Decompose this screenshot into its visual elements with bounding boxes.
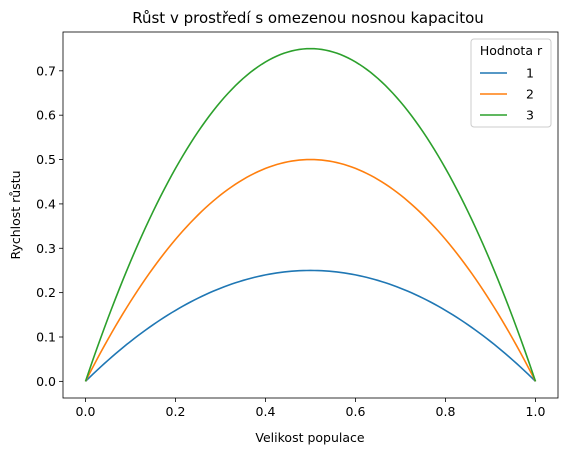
series-group: [84, 47, 537, 382]
y-axis-label: Rychlost růstu: [8, 170, 23, 259]
y-tick-label: 0.4: [36, 196, 56, 211]
y-tick-label: 0.6: [36, 108, 56, 123]
series-line-r-1: [84, 269, 537, 382]
x-tick-label: 0.4: [256, 404, 276, 419]
y-tick-label: 0.7: [36, 63, 56, 78]
y-tick-label: 0.2: [36, 285, 56, 300]
legend-label-r-1: 1: [526, 66, 534, 81]
y-tick-label: 0.1: [36, 330, 56, 345]
x-tick-label: 0.8: [436, 404, 456, 419]
y-tick-label: 0.0: [36, 374, 56, 389]
series-line-r-3: [84, 47, 537, 382]
plot-area: 0.0 0.2 0.4 0.6 0.8 1.0 0.0 0.1 0.2 0.3 0.4 0.5 0.6…: [36, 31, 559, 419]
legend: Hodnota r 1 2 3: [470, 38, 552, 128]
y-axis-ticks: 0.0 0.1 0.2 0.3 0.4 0.5 0.6 0.7: [36, 63, 63, 389]
x-axis-label: Velikost populace: [255, 430, 364, 445]
legend-title: Hodnota r: [480, 43, 543, 58]
x-tick-label: 1.0: [526, 404, 546, 419]
legend-label-r-2: 2: [526, 87, 534, 102]
x-tick-label: 0.6: [346, 404, 366, 419]
plot-frame: [62, 31, 559, 399]
legend-label-r-3: 3: [526, 108, 534, 123]
x-tick-label: 0.0: [76, 404, 96, 419]
y-tick-label: 0.3: [36, 241, 56, 256]
legend-items: 1 2 3: [480, 66, 534, 123]
x-axis-ticks: 0.0 0.2 0.4 0.6 0.8 1.0: [76, 398, 546, 419]
chart-title: Růst v prostředí s omezenou nosnou kapac…: [132, 9, 484, 27]
legend-box: [470, 38, 552, 128]
y-tick-label: 0.5: [36, 152, 56, 167]
x-tick-label: 0.2: [166, 404, 186, 419]
series-line-r-2: [84, 158, 537, 382]
